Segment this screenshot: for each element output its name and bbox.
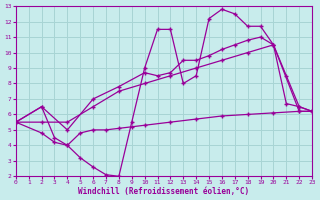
X-axis label: Windchill (Refroidissement éolien,°C): Windchill (Refroidissement éolien,°C) — [78, 187, 250, 196]
